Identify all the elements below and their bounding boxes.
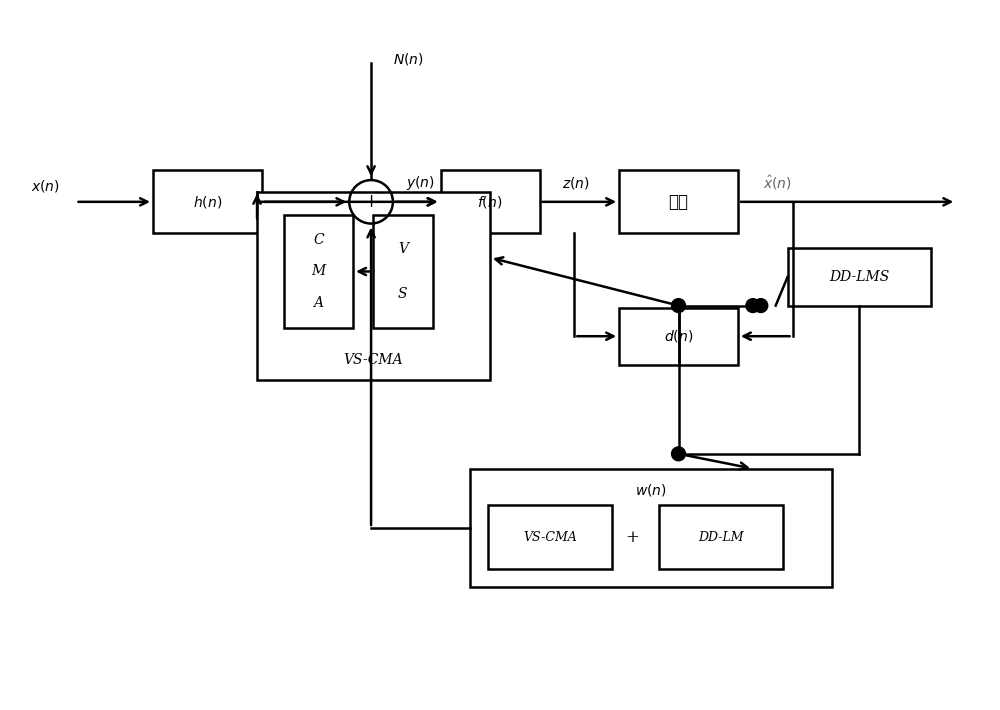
FancyBboxPatch shape — [788, 248, 931, 305]
Text: VS-CMA: VS-CMA — [523, 531, 577, 544]
Text: $w(n)$: $w(n)$ — [635, 482, 667, 498]
Text: V: V — [398, 242, 408, 256]
Text: S: S — [398, 288, 408, 301]
Text: VS-CMA: VS-CMA — [344, 353, 403, 367]
Circle shape — [672, 299, 685, 312]
Text: $d(n)$: $d(n)$ — [664, 328, 693, 344]
FancyBboxPatch shape — [257, 192, 490, 380]
Circle shape — [754, 299, 768, 312]
Text: $z(n)$: $z(n)$ — [562, 175, 590, 191]
Text: $f(n)$: $f(n)$ — [477, 194, 503, 210]
Circle shape — [746, 299, 760, 312]
Text: $N(n)$: $N(n)$ — [393, 50, 424, 67]
Text: $h(n)$: $h(n)$ — [193, 194, 222, 210]
Circle shape — [672, 447, 685, 461]
Text: M: M — [311, 265, 326, 278]
FancyBboxPatch shape — [488, 506, 612, 569]
FancyBboxPatch shape — [153, 170, 262, 234]
Text: DD-LM: DD-LM — [698, 531, 743, 544]
Text: $y(n)$: $y(n)$ — [406, 174, 435, 192]
Text: $\hat{x}(n)$: $\hat{x}(n)$ — [763, 174, 792, 192]
FancyBboxPatch shape — [619, 307, 738, 365]
Text: +: + — [364, 193, 379, 211]
FancyBboxPatch shape — [373, 214, 433, 328]
Text: DD-LMS: DD-LMS — [829, 270, 890, 284]
FancyBboxPatch shape — [470, 469, 832, 587]
Text: +: + — [625, 529, 639, 546]
FancyBboxPatch shape — [619, 170, 738, 234]
Text: $x(n)$: $x(n)$ — [31, 178, 60, 194]
FancyBboxPatch shape — [441, 170, 540, 234]
Text: 判决: 判决 — [669, 193, 689, 211]
FancyBboxPatch shape — [284, 214, 353, 328]
FancyBboxPatch shape — [659, 506, 783, 569]
Text: C: C — [313, 233, 324, 246]
Text: A: A — [314, 296, 324, 310]
